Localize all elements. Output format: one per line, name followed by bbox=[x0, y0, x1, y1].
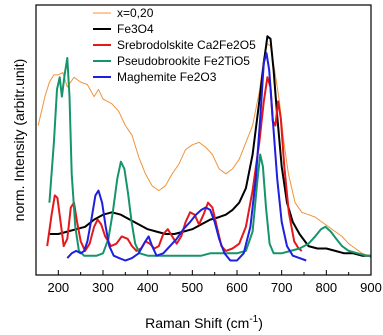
x-tick-label: 800 bbox=[315, 280, 337, 295]
legend-label-0: x=0,20 bbox=[117, 6, 154, 20]
legend: x=0,20 Fe3O4 Srebrodolskite Ca2Fe2O5 Pseudo… bbox=[93, 6, 256, 84]
x-tick-label: 600 bbox=[226, 280, 248, 295]
x-tick-label: 900 bbox=[360, 280, 382, 295]
x-tick-label: 300 bbox=[92, 280, 114, 295]
plot-frame bbox=[35, 4, 372, 276]
legend-label-4: Maghemite Fe2O3 bbox=[117, 70, 217, 84]
x-tick-label: 200 bbox=[47, 280, 69, 295]
x-tick-label: 400 bbox=[137, 280, 159, 295]
legend-label-3: Pseudobrookite Fe2TiO5 bbox=[117, 54, 250, 68]
series-line-0 bbox=[37, 43, 372, 259]
series-line-3 bbox=[48, 57, 371, 257]
y-axis-label: norm. Intensity (arbitr.unit) bbox=[11, 59, 27, 222]
x-tick-label: 700 bbox=[271, 280, 293, 295]
plot-area bbox=[37, 35, 372, 262]
x-tick-label: 500 bbox=[181, 280, 203, 295]
x-axis-ticks: 200 300 400 500 600 700 800 900 bbox=[47, 270, 382, 295]
series-line-4 bbox=[66, 52, 307, 262]
legend-label-2: Srebrodolskite Ca2Fe2O5 bbox=[117, 38, 256, 52]
series-line-2 bbox=[46, 76, 303, 252]
legend-label-1: Fe3O4 bbox=[117, 22, 154, 36]
x-axis-label: Raman Shift (cm-1) bbox=[145, 314, 263, 331]
